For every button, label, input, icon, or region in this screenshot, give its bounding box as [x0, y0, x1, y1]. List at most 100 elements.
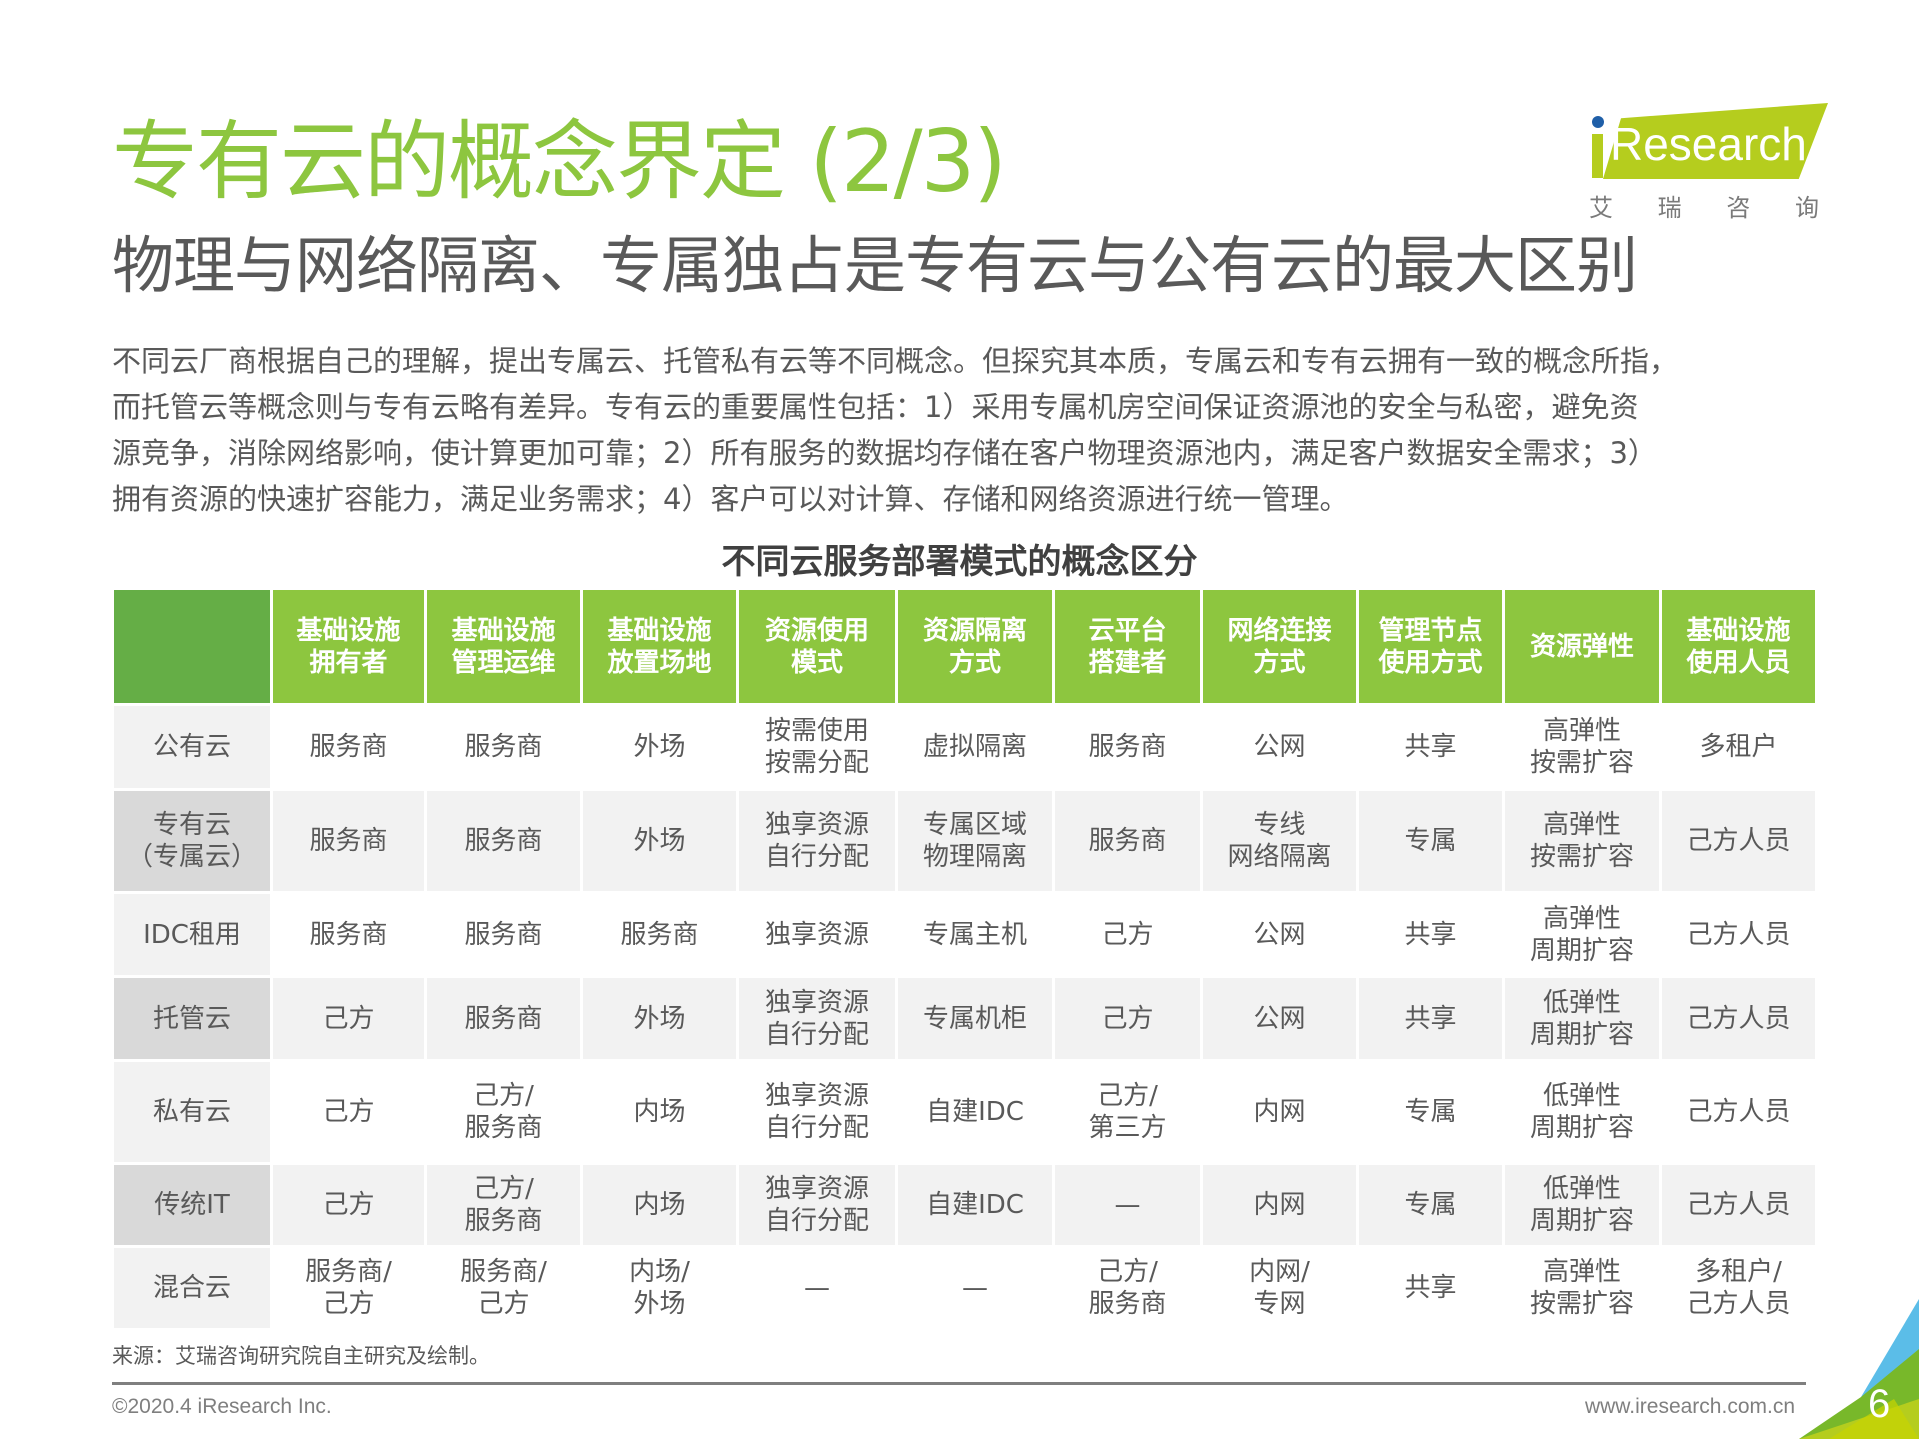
table-cell: 低弹性 周期扩容	[1505, 1165, 1659, 1245]
intro-line: 而托管云等概念则与专有云略有差异。专有云的重要属性包括：1）采用专属机房空间保证…	[112, 390, 1639, 424]
table-cell: 己方人员	[1662, 1062, 1815, 1162]
logo-char: 询	[1794, 194, 1819, 222]
table-cell: 己方	[273, 1062, 424, 1162]
column-header-line: 管理节点	[1378, 615, 1483, 646]
cell-text: 己方/	[1097, 1257, 1158, 1287]
table-cell: 服务商	[583, 894, 736, 975]
logo-chinese-name: 艾 瑞 咨 询	[1589, 188, 1819, 223]
table-cell: 己方	[273, 978, 424, 1059]
intro-paragraph: 不同云厂商根据自己的理解，提出专属云、托管私有云等不同概念。但探究其本质，专属云…	[112, 338, 1852, 522]
cell-text: 专属主机	[922, 919, 1027, 950]
cell-text: 己方	[322, 1289, 375, 1319]
cell-text: 按需分配	[764, 748, 869, 778]
cell-text: 服务商	[464, 1003, 543, 1034]
table-cell: 独享资源	[739, 894, 895, 975]
table-cell: 自建IDC	[898, 1062, 1052, 1162]
row-header-cell: IDC租用	[114, 894, 270, 975]
cell-text: —	[804, 1273, 830, 1303]
cell-text: 己方/	[473, 1174, 534, 1204]
cell-text: 多租户	[1699, 732, 1778, 762]
cell-text: 服务商	[1088, 1289, 1167, 1319]
cell-text: 独享资源	[764, 919, 869, 950]
cell-text: 外场	[633, 1289, 686, 1319]
logo-char: 瑞	[1657, 194, 1682, 222]
cell-text: 多租户/	[1695, 1257, 1782, 1287]
cell-text: 网络隔离	[1227, 842, 1332, 872]
table-cell: 外场	[583, 791, 736, 891]
cell-text: 己方	[1101, 919, 1154, 950]
cell-text: 己方人员	[1686, 1190, 1791, 1220]
table-cell: 虚拟隔离	[898, 706, 1052, 788]
table-cell: 多租户	[1662, 706, 1815, 788]
table-cell: 独享资源 自行分配	[739, 1062, 895, 1162]
cell-text: 服务商/	[460, 1257, 547, 1287]
table-cell: 高弹性 周期扩容	[1505, 894, 1659, 975]
cell-text: 周期扩容	[1529, 1206, 1634, 1236]
cell-text: 内场/	[629, 1257, 690, 1287]
column-header-line: 资源弹性	[1529, 631, 1634, 662]
cell-text: 己方人员	[1686, 1289, 1791, 1319]
table-row: 专有云 （专属云） 服务商 服务商 外场 独享资源 自行分配 专属区域 物理隔离 服务商 专线 网络隔…	[114, 791, 1815, 891]
page-number: 6	[1868, 1382, 1891, 1426]
table-cell: 内场	[583, 1165, 736, 1245]
cell-text: 己方人员	[1686, 1097, 1791, 1127]
website-link[interactable]: www.iresearch.com.cn	[1584, 1395, 1795, 1418]
table-cell: —	[739, 1248, 895, 1328]
column-header: 资源弹性	[1505, 590, 1659, 703]
table-cell: 自建IDC	[898, 1165, 1052, 1245]
table-title: 不同云服务部署模式的概念区分	[721, 542, 1198, 582]
table-cell: 独享资源 自行分配	[739, 1165, 895, 1245]
table-cell: 公网	[1203, 706, 1356, 788]
table-cell: 服务商	[273, 894, 424, 975]
table-row: IDC租用 服务商 服务商 服务商 独享资源 专属主机 己方 公网 共享 高弹性 周期扩容 己方人员	[114, 894, 1815, 975]
column-header: 网络连接 方式	[1203, 590, 1356, 703]
table-cell: 高弹性 按需扩容	[1505, 791, 1659, 891]
cell-text: 高弹性	[1542, 716, 1621, 746]
table-cell: 专属区域 物理隔离	[898, 791, 1052, 891]
column-header-line: 管理运维	[451, 647, 556, 678]
cell-text: 公网	[1253, 732, 1306, 762]
cell-text: 内网	[1253, 1190, 1306, 1220]
cell-text: 混合云	[152, 1273, 231, 1303]
cell-text: 公有云	[152, 732, 231, 762]
table-cell: 服务商	[273, 706, 424, 788]
column-header: 资源使用 模式	[739, 590, 895, 703]
cell-text: 高弹性	[1542, 903, 1621, 934]
table-cell: 高弹性 按需扩容	[1505, 1248, 1659, 1328]
cell-text: 服务商	[464, 919, 543, 950]
cell-text: 己方	[322, 1190, 375, 1220]
cell-text: 己方人员	[1686, 919, 1791, 950]
table-cell: 己方	[1055, 894, 1200, 975]
cell-text: 己方	[1101, 1003, 1154, 1034]
table-cell: 外场	[583, 706, 736, 788]
footer-divider	[112, 1382, 1806, 1385]
column-header: 基础设施 拥有者	[273, 590, 424, 703]
cell-text: 物理隔离	[922, 842, 1027, 872]
cell-text: 己方/	[473, 1081, 534, 1111]
table-cell: 己方人员	[1662, 1165, 1815, 1245]
row-header-cell: 私有云	[114, 1062, 270, 1162]
cell-text: 服务商	[620, 919, 699, 950]
column-header-line: 资源使用	[764, 615, 869, 646]
table-body: 公有云 服务商 服务商 外场 按需使用 按需分配 虚拟隔离 服务商 公网 共享 高弹性 按需扩容 多租户…	[114, 706, 1815, 1328]
cell-text: 专属	[1404, 1097, 1457, 1127]
cell-text: 自建IDC	[926, 1097, 1024, 1127]
cell-text: 服务商	[1088, 826, 1167, 856]
table-cell: 公网	[1203, 978, 1356, 1059]
column-header: 基础设施 使用人员	[1662, 590, 1815, 703]
cell-text: 专有云	[152, 810, 231, 840]
table-cell: 己方人员	[1662, 978, 1815, 1059]
table-corner-header	[114, 590, 270, 703]
cell-text: 共享	[1404, 1273, 1457, 1303]
table-cell: 共享	[1359, 706, 1502, 788]
cell-text: 周期扩容	[1529, 1113, 1634, 1143]
cell-text: 独享资源	[764, 987, 869, 1018]
cell-text: 私有云	[152, 1097, 231, 1127]
column-header-line: 拥有者	[309, 647, 388, 678]
cell-text: 高弹性	[1542, 810, 1621, 840]
column-header-line: 放置场地	[607, 647, 712, 678]
logo-char: 艾	[1589, 194, 1613, 222]
table-cell: 公网	[1203, 894, 1356, 975]
cell-text: 外场	[633, 732, 686, 762]
column-header: 云平台 搭建者	[1055, 590, 1200, 703]
